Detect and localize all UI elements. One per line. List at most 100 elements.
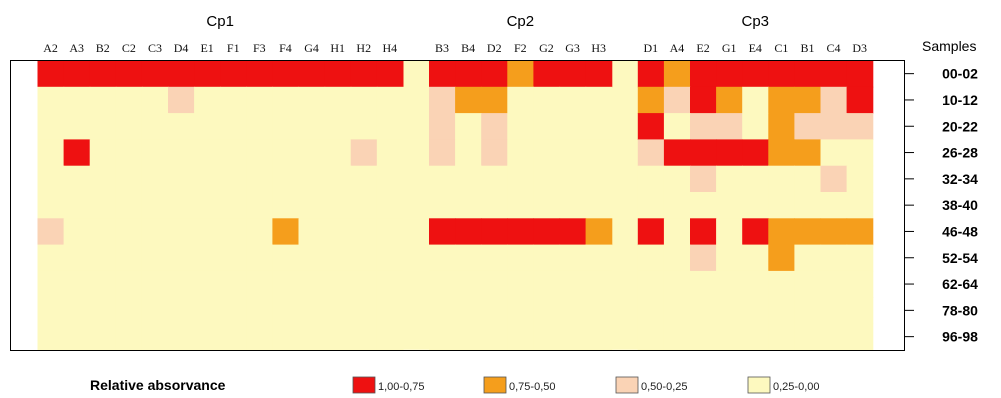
heatmap-cell-10-12-F2	[507, 86, 534, 114]
heatmap-cell-38-40-C2	[115, 192, 143, 219]
heatmap-cell-46-48-C4	[820, 218, 848, 246]
heatmap-cell-78-80-A3	[63, 297, 91, 325]
heatmap-cell-46-48-C1	[768, 218, 795, 246]
heatmap-cell-46-48-D2	[481, 218, 508, 246]
heatmap-cell-52-54-G4	[298, 244, 326, 272]
heatmap-cell-78-80-F2	[507, 297, 534, 325]
column-label-F2: F2	[514, 41, 527, 55]
heatmap-cell-20-22-C2	[115, 113, 143, 140]
heatmap-cell-20-22-B2	[89, 113, 117, 140]
heatmap-cell-52-54-A2	[37, 244, 65, 272]
heatmap-cell-26-28-A3	[63, 139, 91, 167]
heatmap-cell-32-34-E1	[194, 165, 221, 193]
heatmap-cell-78-80-C3	[141, 297, 169, 325]
row-label-32-34: 32-34	[942, 171, 978, 187]
heatmap-cell-10-12-H2	[350, 86, 378, 114]
heatmap-cell-46-48-H4	[376, 218, 404, 246]
column-label-H1: H1	[330, 41, 345, 55]
heatmap-cell-46-48-F2	[507, 218, 534, 246]
heatmap-cell-32-34-C1	[768, 165, 795, 193]
heatmap-cell-52-54-E4	[742, 244, 769, 272]
heatmap-cell-78-80-H4	[376, 297, 404, 325]
column-label-G4: G4	[304, 41, 319, 55]
legend-title: Relative absorvance	[90, 377, 226, 393]
heatmap-cell-26-28-G4	[298, 139, 326, 167]
heatmap-cell-20-22-E4	[742, 113, 769, 140]
heatmap-cell-26-28-B4	[455, 139, 482, 167]
heatmap-cell-62-64-B4	[455, 270, 482, 298]
row-label-46-48: 46-48	[942, 223, 978, 239]
heatmap-cell-00-02-D1	[637, 60, 665, 88]
heatmap-cell-96-98-A2	[37, 323, 65, 351]
heatmap-cell-20-22-F4	[272, 113, 300, 140]
heatmap-cell-26-28-B1	[794, 139, 822, 167]
column-label-A4: A4	[670, 41, 685, 55]
heatmap-cell-00-02-B3	[429, 60, 456, 88]
heatmap-cell-62-64-H3	[585, 270, 613, 298]
heatmap-cell-26-28-H2	[350, 139, 378, 167]
heatmap-cell-96-98-E1	[194, 323, 221, 351]
heatmap-cell-52-54-D4	[168, 244, 195, 272]
heatmap-cell-00-02-H4	[376, 60, 404, 88]
heatmap-cell-52-54-B2	[89, 244, 117, 272]
heatmap-cell-38-40-D3	[846, 192, 874, 219]
heatmap-cell-38-40-G1	[716, 192, 743, 219]
legend-label-0: 1,00-0,75	[378, 381, 424, 393]
row-label-20-22: 20-22	[942, 118, 978, 134]
heatmap-cell-10-12-D4	[168, 86, 195, 114]
heatmap-cell-10-12-B3	[429, 86, 456, 114]
heatmap-cell-20-22-H3	[585, 113, 613, 140]
heatmap-cell-62-64-D3	[846, 270, 874, 298]
heatmap-cell-78-80-D4	[168, 297, 195, 325]
heatmap-cell-26-28-C1	[768, 139, 795, 167]
heatmap-cell-20-22-D3	[846, 113, 874, 140]
heatmap-cell-20-22-C1	[768, 113, 795, 140]
heatmap-cell-20-22-G2	[533, 113, 561, 140]
heatmap-cell-00-02-H2	[350, 60, 378, 88]
heatmap-cell-00-02-F3	[246, 60, 273, 88]
heatmap-cell-78-80-B1	[794, 297, 822, 325]
heatmap-cell-78-80-C1	[768, 297, 795, 325]
heatmap-cell-00-02-G3	[559, 60, 587, 88]
heatmap-cell-78-80-E1	[194, 297, 221, 325]
heatmap-cell-38-40-B4	[455, 192, 482, 219]
heatmap-cell-62-64-B1	[794, 270, 822, 298]
heatmap-cell-32-34-G4	[298, 165, 326, 193]
heatmap-cell-96-98-B1	[794, 323, 822, 351]
row-label-00-02: 00-02	[942, 66, 978, 82]
heatmap-cell-00-02-D3	[846, 60, 874, 88]
heatmap-cell-78-80-G1	[716, 297, 743, 325]
heatmap-cell-38-40-A4	[663, 192, 691, 219]
heatmap-cell-46-48-F4	[272, 218, 300, 246]
heatmap-cell-10-12-F4	[272, 86, 300, 114]
heatmap-cell-62-64-C3	[141, 270, 169, 298]
heatmap-cell-32-34-A3	[63, 165, 91, 193]
row-label-26-28: 26-28	[942, 145, 978, 161]
row-label-78-80: 78-80	[942, 302, 978, 318]
heatmap-cell-32-34-E4	[742, 165, 769, 193]
heatmap-cell-10-12-A2	[37, 86, 65, 114]
heatmap-cell-26-28-H4	[376, 139, 404, 167]
heatmap-cell-32-34-C2	[115, 165, 143, 193]
legend-label-1: 0,75-0,50	[509, 381, 555, 393]
heatmap-cell-96-98-H4	[376, 323, 404, 351]
heatmap-cell-46-48-F3	[246, 218, 273, 246]
heatmap-cell-10-12-A4	[663, 86, 691, 114]
heatmap-cell-96-98-D4	[168, 323, 195, 351]
group-titles: Cp1 Cp2 Cp3	[206, 13, 769, 30]
heatmap-cell-62-64-G3	[559, 270, 587, 298]
heatmap-cell-26-28-G3	[559, 139, 587, 167]
heatmap-cell-46-48-C3	[141, 218, 169, 246]
heatmap-cell-52-54-H4	[376, 244, 404, 272]
heatmap-cell-46-48-H2	[350, 218, 378, 246]
row-label-52-54: 52-54	[942, 250, 978, 266]
heatmap-cell-32-34-D1	[637, 165, 665, 193]
heatmap-cell-78-80-G4	[298, 297, 326, 325]
heatmap-cell-00-02-D2	[481, 60, 508, 88]
heatmap-cell-96-98-G3	[559, 323, 587, 351]
heatmap-cell-46-48-D1	[637, 218, 665, 246]
heatmap-cell-26-28-E2	[690, 139, 717, 167]
heatmap-cell-46-48-B1	[794, 218, 822, 246]
heatmap-cell-26-28-F3	[246, 139, 273, 167]
heatmap-cell-46-48-C2	[115, 218, 143, 246]
